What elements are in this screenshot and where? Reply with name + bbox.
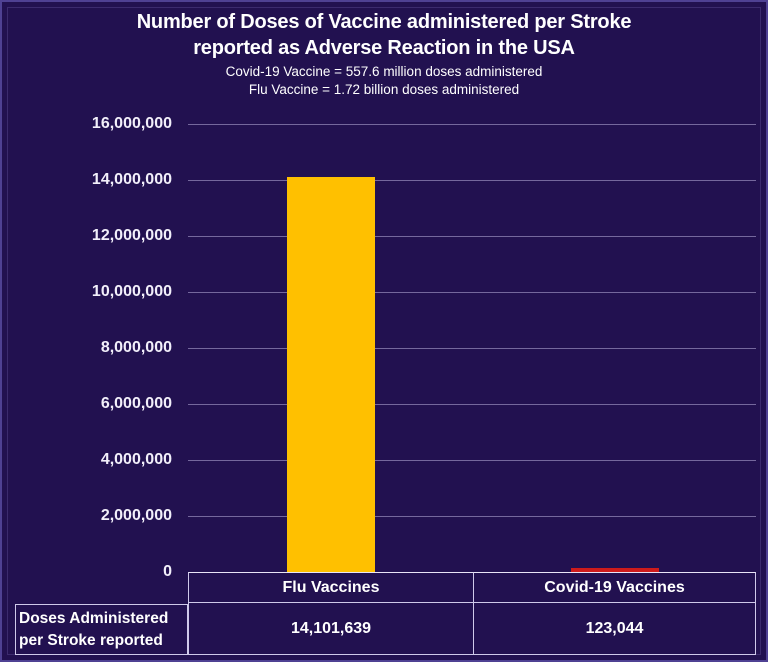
slide-inner-frame xyxy=(7,7,761,655)
y-tick-label-10000000: 10,000,000 xyxy=(91,283,172,300)
chart-subtitle: Covid-19 Vaccine = 557.6 million doses a… xyxy=(2,63,766,99)
gridline-10000000 xyxy=(188,291,756,293)
y-tick-label-16000000: 16,000,000 xyxy=(91,115,172,132)
bar-flu-vaccines xyxy=(287,177,375,572)
table-row-header: Doses Administered per Stroke reported xyxy=(15,604,188,655)
y-tick-label-14000000: 14,000,000 xyxy=(91,171,172,188)
y-tick-label-6000000: 6,000,000 xyxy=(100,395,172,412)
y-tick-label-2000000: 2,000,000 xyxy=(100,507,172,524)
gridline-2000000 xyxy=(188,515,756,517)
chart-title: Number of Doses of Vaccine administered … xyxy=(2,9,766,61)
category-header-covid-19-vaccines: Covid-19 Vaccines xyxy=(474,572,756,603)
gridline-12000000 xyxy=(188,235,756,237)
gridline-14000000 xyxy=(188,179,756,181)
y-tick-label-12000000: 12,000,000 xyxy=(91,227,172,244)
y-tick-label-4000000: 4,000,000 xyxy=(100,451,172,468)
chart-subtitle-line1: Covid-19 Vaccine = 557.6 million doses a… xyxy=(225,64,543,79)
category-header-flu-vaccines: Flu Vaccines xyxy=(188,572,474,603)
y-tick-label-0: 0 xyxy=(163,563,172,580)
chart-title-line2: reported as Adverse Reaction in the USA xyxy=(193,37,575,59)
gridline-8000000 xyxy=(188,347,756,349)
value-cell-flu-vaccines: 14,101,639 xyxy=(188,603,474,655)
bar-covid-19-vaccines xyxy=(571,568,659,572)
chart-title-line1: Number of Doses of Vaccine administered … xyxy=(136,11,632,33)
table-row-header-line1: Doses Administered xyxy=(19,609,169,627)
gridline-4000000 xyxy=(188,459,756,461)
value-cell-covid-19-vaccines: 123,044 xyxy=(474,603,756,655)
chart-subtitle-line2: Flu Vaccine = 1.72 billion doses adminis… xyxy=(248,82,520,97)
y-tick-label-8000000: 8,000,000 xyxy=(100,339,172,356)
gridline-16000000 xyxy=(188,123,756,125)
table-row-header-line2: per Stroke reported xyxy=(19,631,163,649)
gridline-6000000 xyxy=(188,403,756,405)
